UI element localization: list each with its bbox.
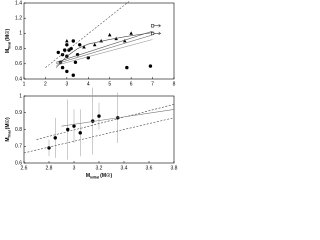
data-point xyxy=(97,114,101,118)
data-point xyxy=(129,31,133,35)
y-tick-label: 0.7 xyxy=(15,144,22,150)
label-symbol: M xyxy=(86,173,90,179)
x-tick-label: 3.8 xyxy=(171,165,178,171)
model-line xyxy=(23,117,175,154)
x-tick-label: 2.6 xyxy=(21,165,28,171)
limit-point xyxy=(151,24,155,28)
label-unit: (M☉) xyxy=(100,173,112,179)
data-point xyxy=(82,45,86,49)
data-point xyxy=(72,124,76,128)
model-line xyxy=(56,39,153,66)
limit-arrow xyxy=(153,24,161,28)
x-tick-label: 5 xyxy=(108,81,111,87)
data-point xyxy=(65,69,69,74)
data-point xyxy=(107,32,112,37)
limit-arrow xyxy=(153,31,161,36)
model-line xyxy=(36,104,175,140)
data-point xyxy=(60,52,65,57)
y-tick-label: 0.8 xyxy=(15,127,22,133)
data-point xyxy=(71,39,75,43)
data-point xyxy=(91,119,95,123)
x-tick-label: 2.8 xyxy=(46,165,53,171)
label-unit: (M☉) xyxy=(5,28,11,40)
data-point xyxy=(78,43,82,47)
label-sub: initial xyxy=(90,175,99,179)
model-line xyxy=(56,34,153,65)
data-point xyxy=(56,50,60,55)
label-sub: final xyxy=(7,130,11,137)
data-point xyxy=(122,39,127,43)
data-point xyxy=(65,39,69,43)
data-point xyxy=(60,65,65,70)
x-tick-label: 3.2 xyxy=(96,165,103,171)
data-point xyxy=(92,42,97,47)
y-tick-label: 1.2 xyxy=(15,16,22,22)
data-point xyxy=(66,127,70,132)
data-point xyxy=(78,131,82,135)
axis-label: Mfinal (M☉) xyxy=(5,28,11,53)
data-point xyxy=(65,43,69,47)
x-tick-label: 3 xyxy=(65,81,68,87)
x-tick-label: 8 xyxy=(173,81,176,87)
model-line xyxy=(55,32,153,68)
x-tick-label: 7 xyxy=(151,81,154,87)
x-tick-label: 4 xyxy=(87,81,90,87)
x-tick-label: 3.6 xyxy=(146,165,153,171)
data-point xyxy=(125,65,129,70)
y-tick-label: 1.4 xyxy=(15,0,22,6)
y-tick-label: 1 xyxy=(19,93,22,99)
y-tick-label: 0.9 xyxy=(15,110,22,116)
y-tick-label: 0.6 xyxy=(15,160,22,166)
x-tick-label: 3 xyxy=(73,165,76,171)
x-tick-label: 3.4 xyxy=(121,165,128,171)
data-point xyxy=(53,136,57,140)
model-line xyxy=(61,109,175,127)
data-point xyxy=(63,48,67,52)
label-unit: (M☉) xyxy=(5,117,11,129)
model-line xyxy=(45,1,130,68)
data-point xyxy=(73,60,78,64)
y-tick-label: 1 xyxy=(19,31,22,37)
x-tick-label: 2 xyxy=(44,81,47,87)
model-line xyxy=(56,30,153,63)
data-point xyxy=(47,146,51,150)
axis-label: Minitial(M☉) xyxy=(86,173,113,179)
label-symbol: M xyxy=(5,49,11,53)
data-point xyxy=(148,64,153,68)
data-point xyxy=(71,73,75,77)
axis-label: Mfinal(M☉) xyxy=(5,117,11,142)
x-tick-label: 1 xyxy=(23,81,26,87)
data-point xyxy=(99,39,103,43)
label-symbol: M xyxy=(5,138,11,142)
y-tick-label: 0.4 xyxy=(15,76,22,82)
x-tick-label: 6 xyxy=(130,81,133,87)
plot-frame xyxy=(23,2,175,80)
label-sub: final xyxy=(7,42,11,49)
y-tick-label: 0.6 xyxy=(15,61,22,67)
y-tick-label: 0.8 xyxy=(15,46,22,52)
